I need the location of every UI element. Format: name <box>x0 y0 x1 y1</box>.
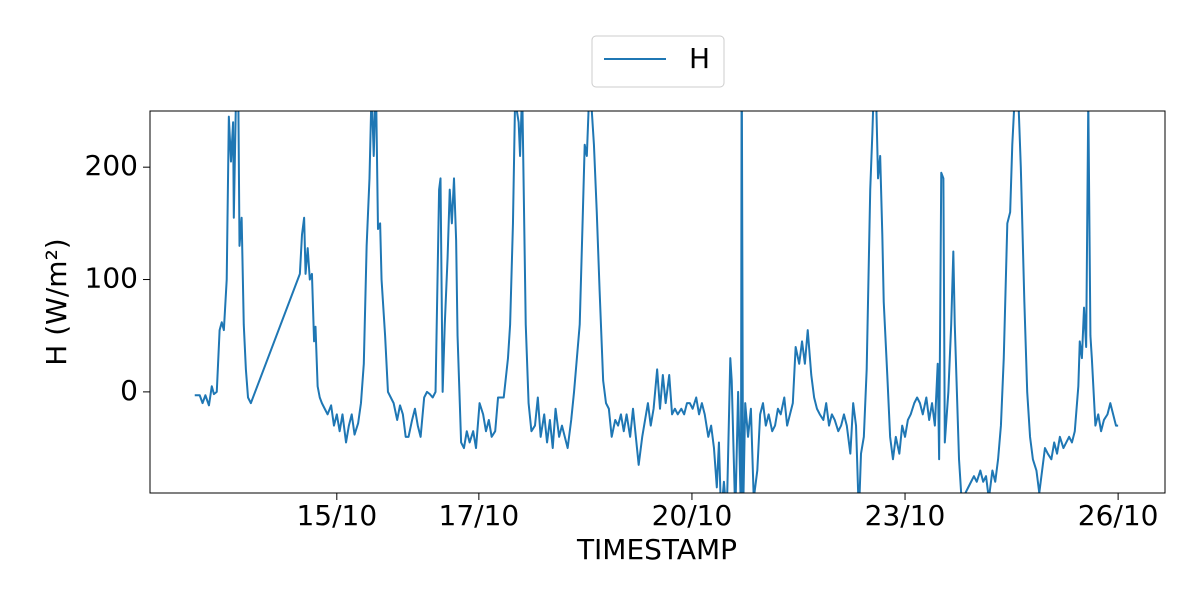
y-tick-label: 100 <box>85 262 138 295</box>
data-line <box>194 111 1119 493</box>
y-tick-label: 200 <box>85 149 138 182</box>
plot-frame <box>149 110 1166 494</box>
x-tick-label: 20/10 <box>652 499 733 532</box>
x-tick-label: 23/10 <box>865 499 946 532</box>
x-axis-label: TIMESTAMP <box>576 533 737 566</box>
plot-area <box>194 111 1119 493</box>
x-tick-label: 17/10 <box>439 499 520 532</box>
x-tick-label: 15/10 <box>296 499 377 532</box>
legend-box <box>591 35 725 88</box>
y-axis-label: H (W/m²) <box>40 238 73 365</box>
y-tick-label: 0 <box>120 374 138 407</box>
legend-label: H <box>689 42 710 75</box>
x-tick-label: 26/10 <box>1078 499 1159 532</box>
